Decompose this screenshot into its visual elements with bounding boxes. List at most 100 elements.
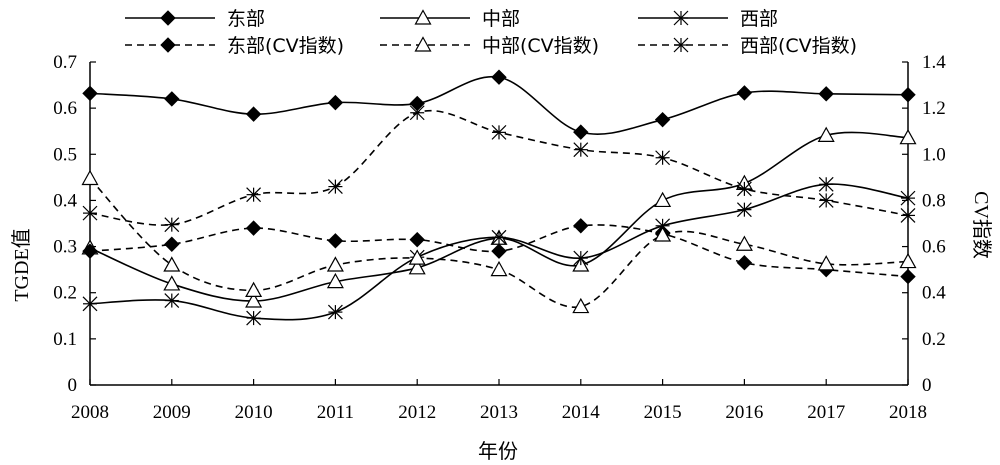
x-tick-label: 2011 — [317, 402, 354, 423]
legend-item: 东部 — [125, 8, 265, 30]
data-point — [654, 226, 672, 242]
y-left-tick-label: 0.7 — [53, 52, 77, 73]
legend-swatch-marker — [160, 10, 176, 26]
x-tick-label: 2009 — [153, 402, 191, 423]
y-axis-left-label: TGDE值 — [10, 228, 33, 301]
series-3 — [82, 176, 916, 326]
legend-item: 中部(CV指数) — [380, 35, 599, 57]
y-left-tick-label: 0 — [68, 375, 78, 396]
data-point — [491, 69, 507, 85]
data-point — [817, 126, 835, 142]
data-point — [573, 218, 589, 234]
y-axis-right-label: CV指数 — [970, 191, 993, 259]
series-5 — [81, 169, 917, 314]
data-point — [82, 85, 98, 102]
data-point — [81, 169, 99, 186]
data-point — [326, 256, 344, 272]
data-point — [246, 310, 262, 326]
data-point — [82, 205, 98, 221]
data-point — [573, 124, 589, 140]
data-point — [900, 87, 916, 103]
data-point — [163, 275, 181, 291]
legend-swatch-marker — [673, 10, 689, 26]
data-point — [735, 235, 753, 251]
data-point — [408, 259, 426, 275]
data-point — [245, 106, 262, 122]
y-axis-right-label-text: CV指数 — [970, 191, 993, 259]
data-point — [491, 124, 507, 140]
legend-item: 西部(CV指数) — [638, 35, 857, 57]
x-tick-label: 2014 — [562, 402, 601, 423]
legend-label: 西部(CV指数) — [740, 35, 857, 57]
data-point — [899, 128, 917, 145]
legend-label: 东部(CV指数) — [227, 35, 344, 57]
data-point — [818, 176, 834, 192]
x-axis-label: 年份 — [478, 440, 518, 463]
data-point — [573, 142, 589, 158]
y-left-tick-label: 0.5 — [53, 144, 77, 165]
data-point — [409, 231, 425, 248]
data-point — [82, 243, 98, 259]
legend-swatch-marker — [414, 36, 432, 52]
x-tick-label: 2010 — [235, 402, 273, 423]
data-point — [409, 105, 425, 121]
series-6 — [82, 105, 916, 233]
y-right-tick-label: 0.6 — [922, 237, 946, 258]
data-point — [164, 293, 180, 308]
data-point — [491, 229, 507, 245]
data-point — [818, 86, 834, 102]
y-left-tick-label: 0.4 — [53, 190, 77, 211]
data-point — [245, 281, 263, 298]
y-axis-left-label-text: TGDE值 — [10, 228, 33, 301]
y-left-tick-label: 0.6 — [53, 98, 77, 119]
data-point — [654, 111, 671, 128]
data-point — [327, 233, 344, 249]
x-tick-label: 2013 — [480, 402, 518, 423]
legend-label: 东部 — [227, 8, 265, 30]
legend-swatch-marker — [673, 37, 689, 53]
data-point — [655, 150, 671, 166]
legend-label: 西部 — [740, 8, 778, 30]
y-left-tick-label: 0.1 — [53, 329, 77, 350]
y-right-tick-label: 0.8 — [922, 190, 946, 211]
data-point — [164, 217, 180, 233]
data-point — [900, 190, 916, 206]
legend-swatch-marker — [414, 9, 432, 25]
data-point — [327, 179, 343, 195]
data-point — [164, 236, 180, 252]
data-point — [491, 243, 507, 259]
data-point — [490, 260, 508, 277]
data-point — [408, 249, 426, 265]
x-tick-label: 2016 — [725, 402, 763, 423]
legend-swatch-marker — [160, 37, 176, 53]
data-point — [817, 255, 835, 271]
data-point — [572, 297, 590, 314]
data-point — [327, 94, 344, 111]
x-tick-label: 2008 — [71, 402, 109, 423]
axes: 0 0.1 0.2 0.3 0.4 0.5 0.6 0.7 0 0.2 0.4 0.6 0.8 1.0 1.… — [53, 52, 946, 423]
data-point — [900, 208, 916, 223]
series-layer — [81, 69, 917, 326]
data-point — [82, 296, 98, 312]
y-left-tick-label: 0.3 — [53, 237, 77, 258]
y-right-tick-label: 1.4 — [922, 52, 946, 73]
y-right-tick-label: 0.2 — [922, 329, 946, 350]
data-point — [736, 181, 752, 197]
y-right-tick-label: 0.4 — [922, 283, 946, 304]
data-point — [899, 252, 917, 269]
data-point — [654, 191, 672, 208]
legend-label: 中部(CV指数) — [482, 35, 599, 57]
x-tick-label: 2017 — [807, 402, 845, 423]
data-point — [246, 187, 262, 203]
data-point — [736, 85, 753, 101]
data-point — [900, 268, 916, 285]
data-point — [326, 272, 344, 289]
data-point — [736, 255, 753, 271]
data-point — [327, 304, 343, 320]
data-point — [164, 91, 180, 107]
y-left-tick-label: 0.2 — [53, 283, 77, 304]
x-tick-label: 2012 — [398, 402, 436, 423]
legend-item: 东部(CV指数) — [125, 35, 344, 57]
